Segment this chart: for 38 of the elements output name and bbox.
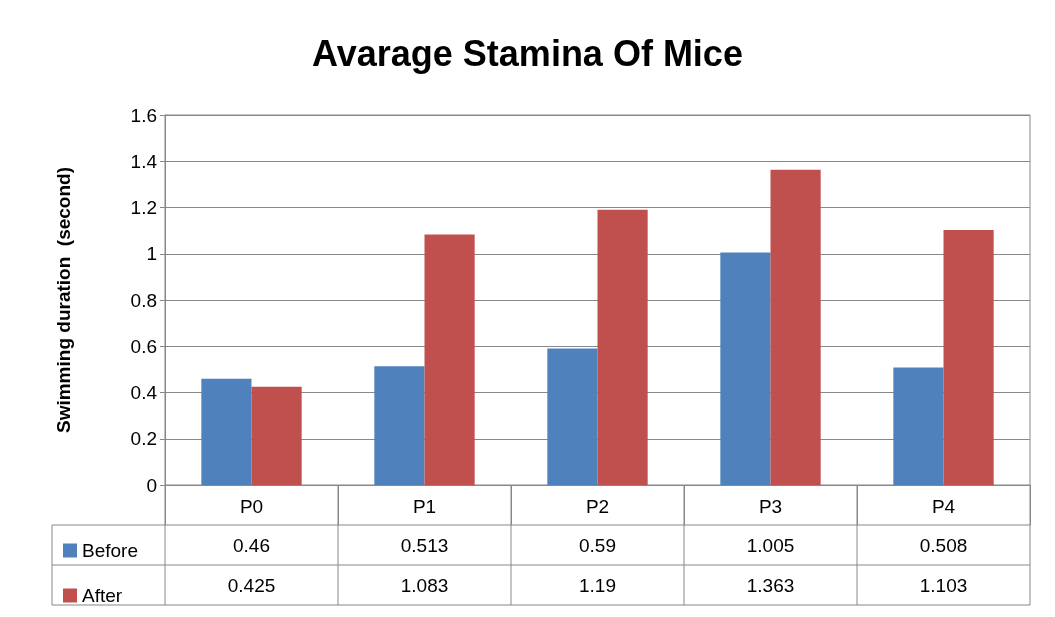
bar — [251, 386, 302, 485]
data-label: 0.425 — [227, 574, 276, 596]
y-tick-label: 0.6 — [130, 335, 157, 357]
data-label: 1.103 — [919, 574, 968, 596]
data-label: 1.19 — [579, 574, 616, 596]
x-tick-label: P1 — [412, 496, 437, 517]
data-label: 0.59 — [579, 534, 616, 556]
data-label: 1.005 — [746, 534, 795, 556]
y-tick-label: 1.2 — [130, 197, 157, 218]
data-label: 0.513 — [400, 534, 449, 556]
x-tick-label: P0 — [239, 496, 264, 517]
bar — [597, 209, 648, 485]
bar — [374, 366, 425, 485]
bar — [943, 229, 994, 485]
y-tick-label: 1.6 — [130, 104, 157, 126]
y-tick-label: 1.4 — [130, 150, 158, 172]
chart-title: Avarage Stamina Of Mice — [312, 32, 743, 74]
y-tick-label: 0 — [146, 474, 157, 496]
data-label: 0.46 — [233, 534, 270, 556]
legend-label: Before — [82, 540, 138, 561]
bar — [770, 169, 821, 485]
bar — [201, 378, 252, 485]
y-tick-label: 0.2 — [130, 428, 157, 450]
y-tick-label: 0.4 — [130, 382, 158, 403]
x-tick-label: P4 — [931, 496, 956, 517]
y-tick-label: 0.8 — [130, 289, 157, 311]
legend-label: After — [82, 585, 123, 606]
y-axis-title: Swimming duration (second) — [53, 166, 74, 434]
bar — [720, 252, 771, 485]
data-label: 0.508 — [919, 534, 968, 556]
x-tick-label: P2 — [585, 496, 610, 517]
x-tick-label: P3 — [758, 496, 783, 517]
data-label: 1.363 — [746, 574, 795, 596]
data-label: 1.083 — [400, 574, 449, 596]
bar — [547, 348, 598, 485]
bar — [424, 234, 475, 485]
bar — [893, 367, 944, 485]
y-tick-label: 1 — [146, 243, 157, 265]
